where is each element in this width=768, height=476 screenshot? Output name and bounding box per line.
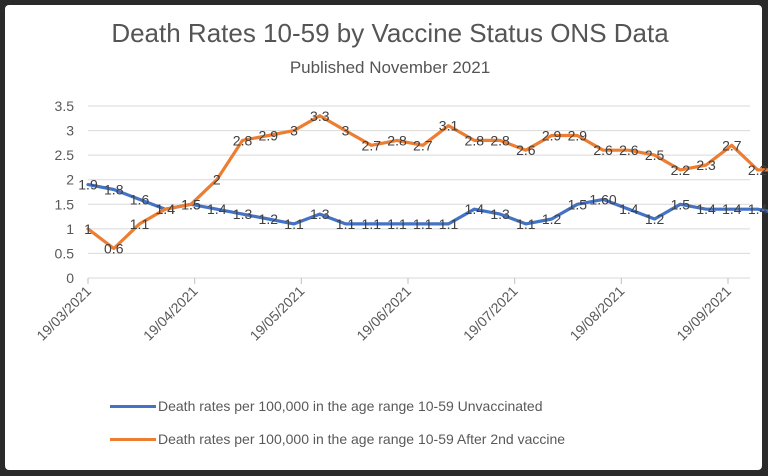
data-label: 2.7	[413, 137, 433, 153]
data-label: 2.9	[542, 127, 562, 143]
data-label: 1.60	[589, 191, 616, 207]
data-label: 3.1	[439, 118, 459, 134]
data-label: 1.1	[516, 216, 536, 232]
data-label: 2.7	[722, 137, 742, 153]
data-label: 1.8	[104, 182, 124, 198]
y-tick-label: 0	[66, 270, 74, 286]
data-label: 1.2	[259, 211, 279, 227]
data-label: 2.8	[490, 132, 510, 148]
data-label: 2.3	[696, 157, 716, 173]
data-label: 1.1	[362, 216, 382, 232]
data-label: 1.5	[568, 196, 588, 212]
data-label: 2	[213, 172, 221, 188]
y-tick-label: 0.5	[55, 245, 75, 261]
data-label: 1.1	[387, 216, 407, 232]
data-label: 2.8	[387, 132, 407, 148]
x-tick-label: 19/05/2021	[247, 283, 308, 344]
chart-frame	[5, 5, 762, 470]
data-label: 2.7	[362, 137, 382, 153]
data-label: 2.8	[465, 132, 485, 148]
x-tick-label: 19/08/2021	[567, 283, 628, 344]
data-label: 1.1	[439, 216, 459, 232]
x-tick-label: 19/03/2021	[33, 283, 94, 344]
y-tick-label: 2	[66, 172, 74, 188]
data-label: 1	[84, 221, 92, 237]
data-label: 2.6	[619, 142, 639, 158]
data-label: 1.1	[336, 216, 356, 232]
y-tick-label: 1	[66, 221, 74, 237]
data-label: 1.5	[671, 196, 691, 212]
data-label: 1.1	[413, 216, 433, 232]
data-label: 2.6	[516, 142, 536, 158]
data-label: 1.2	[645, 211, 665, 227]
legend-swatch-after-2nd-vaccine	[110, 437, 156, 441]
data-label: 1.1	[130, 216, 150, 232]
series-line-1	[86, 114, 768, 251]
data-label: 1.6	[130, 191, 150, 207]
data-label: 1.4	[619, 201, 639, 217]
data-label: 1.5	[181, 196, 201, 212]
data-label: 2.8	[233, 132, 253, 148]
y-tick-label: 1.5	[55, 196, 75, 212]
data-label: 1.9	[78, 177, 98, 193]
data-label: 2.2	[748, 162, 768, 178]
data-label: 1.4	[722, 201, 742, 217]
legend-item-unvaccinated: Death rates per 100,000 in the age range…	[110, 398, 750, 414]
data-label: 1.2	[542, 211, 562, 227]
data-label: 3	[290, 123, 298, 139]
chart-subtitle: Published November 2021	[289, 58, 491, 77]
data-label: 1.4	[207, 201, 227, 217]
data-label: 1.4	[156, 201, 176, 217]
y-tick-label: 3.5	[55, 98, 75, 114]
data-label: 1.3	[310, 206, 330, 222]
legend-swatch-unvaccinated	[110, 404, 156, 408]
x-tick-label: 19/09/2021	[673, 283, 734, 344]
data-label: 2.2	[671, 162, 691, 178]
y-tick-label: 3	[66, 123, 74, 139]
data-label: 3	[342, 123, 350, 139]
chart-title: Death Rates 10-59 by Vaccine Status ONS …	[111, 18, 669, 48]
y-tick-label: 2.5	[55, 147, 75, 163]
data-label: 2.9	[259, 127, 279, 143]
legend-item-after-2nd-vaccine: Death rates per 100,000 in the age range…	[110, 431, 750, 447]
data-label: 1.4	[465, 201, 485, 217]
data-label: 0.6	[104, 241, 124, 257]
data-label: 3.3	[310, 108, 330, 124]
data-label: 1.3	[490, 206, 510, 222]
series-line-0	[86, 183, 768, 226]
data-label: 1.4	[748, 201, 768, 217]
data-label: 1.1	[284, 216, 304, 232]
data-label: 1.3	[233, 206, 253, 222]
x-tick-label: 19/07/2021	[460, 283, 521, 344]
data-label: 1.4	[696, 201, 716, 217]
x-tick-label: 19/06/2021	[353, 283, 414, 344]
x-tick-label: 19/04/2021	[140, 283, 201, 344]
data-label: 2.9	[568, 127, 588, 143]
data-label: 2.5	[645, 147, 665, 163]
legend-label-unvaccinated: Death rates per 100,000 in the age range…	[158, 398, 543, 414]
legend-label-after-2nd-vaccine: Death rates per 100,000 in the age range…	[158, 431, 566, 447]
data-label: 2.6	[593, 142, 613, 158]
